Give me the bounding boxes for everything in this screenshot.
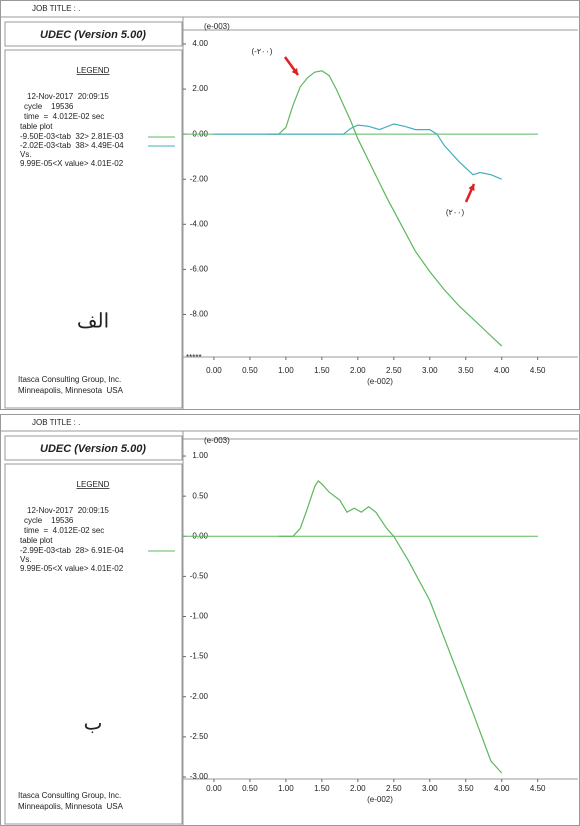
vs: Vs.: [20, 555, 32, 564]
legend-title: LEGEND: [77, 480, 110, 489]
legend-entry: -9.50E-03<tab 32> 2.81E-03: [20, 132, 124, 141]
y-tick-label: 2.00: [192, 84, 208, 93]
x-tick-label: 4.00: [494, 784, 510, 793]
time: time = 4.012E-02 sec: [24, 526, 104, 535]
cycle: cycle 19536: [24, 516, 74, 525]
panel-label: ب: [84, 712, 103, 734]
x-tick-label: 4.50: [530, 366, 546, 375]
y-tick-label: -2.50: [190, 732, 209, 741]
x-tick-label: 4.50: [530, 784, 546, 793]
x-value: 9.99E-05<X value> 4.01E-02: [20, 159, 124, 168]
job-title: JOB TITLE : .: [32, 4, 80, 13]
footer: Minneapolis, Minnesota USA: [18, 802, 124, 811]
series-line: [213, 123, 502, 180]
legend-title: LEGEND: [77, 66, 110, 75]
panel-frame: [0, 414, 580, 826]
cycle: cycle 19536: [24, 102, 74, 111]
legend-box: [4, 49, 183, 409]
annotation-arrowhead: [291, 68, 298, 75]
header-box: [4, 435, 183, 461]
x-tick-label: 3.50: [458, 784, 474, 793]
job-title: JOB TITLE : .: [32, 418, 80, 427]
y-tick-label: 0.50: [192, 491, 208, 500]
footer: Itasca Consulting Group, Inc.: [18, 791, 121, 800]
footer: Itasca Consulting Group, Inc.: [18, 375, 121, 384]
x-tick-label: 1.00: [278, 784, 294, 793]
x-tick-label: 2.50: [386, 366, 402, 375]
header: UDEC (Version 5.00): [40, 29, 146, 41]
legend-entry: -2.02E-03<tab 38> 4.49E-04: [20, 141, 124, 150]
y-tick-label: -3.00: [190, 772, 209, 781]
x-tick-label: 0.00: [206, 784, 222, 793]
y-tick-label: -0.50: [190, 572, 209, 581]
panel-label: الف: [77, 310, 109, 332]
series-line: [267, 70, 503, 347]
footer: Minneapolis, Minnesota USA: [18, 386, 124, 395]
x-tick-label: 2.00: [350, 784, 366, 793]
overflow-marker: *****: [186, 353, 202, 362]
table-plot: table plot: [20, 536, 53, 545]
x-tick-label: 3.50: [458, 366, 474, 375]
date: 12-Nov-2017 20:09:15: [27, 506, 109, 515]
y-tick-label: 1.00: [192, 451, 208, 460]
y-tick-label: -4.00: [190, 219, 209, 228]
x-tick-label: 0.00: [206, 366, 222, 375]
annotation-arrowhead: [468, 184, 475, 191]
x-tick-label: 1.00: [278, 366, 294, 375]
x-tick-label: 2.50: [386, 784, 402, 793]
x-tick-label: 0.50: [242, 366, 258, 375]
y-tick-label: 4.00: [192, 39, 208, 48]
header-box: [4, 21, 183, 47]
legend-box: [4, 463, 183, 825]
series-line: [278, 479, 503, 774]
x-tick-label: 3.00: [422, 366, 438, 375]
y-tick-label: -2.00: [190, 692, 209, 701]
y-tick-label: -2.00: [190, 174, 209, 183]
x-value: 9.99E-05<X value> 4.01E-02: [20, 564, 124, 573]
x-tick-label: 1.50: [314, 366, 330, 375]
y-unit: (e-003): [204, 22, 230, 31]
x-tick-label: 2.00: [350, 366, 366, 375]
x-tick-label: 0.50: [242, 784, 258, 793]
x-tick-label: 1.50: [314, 784, 330, 793]
x-unit: (e-002): [367, 795, 393, 804]
table-plot: table plot: [20, 122, 53, 131]
x-tick-label: 4.00: [494, 366, 510, 375]
x-tick-label: 3.00: [422, 784, 438, 793]
date: 12-Nov-2017 20:09:15: [27, 92, 109, 101]
header: UDEC (Version 5.00): [40, 443, 146, 455]
legend-entry: -2.99E-03<tab 28> 6.91E-04: [20, 546, 124, 555]
vs: Vs.: [20, 150, 32, 159]
y-tick-label: -6.00: [190, 264, 209, 273]
y-tick-label: -8.00: [190, 310, 209, 319]
x-unit: (e-002): [367, 377, 393, 386]
y-tick-label: -1.00: [190, 612, 209, 621]
annotation: (-۲۰۰): [252, 47, 273, 56]
annotation: (۲۰۰): [446, 208, 465, 217]
y-unit: (e-003): [204, 436, 230, 445]
y-tick-label: -1.50: [190, 652, 209, 661]
time: time = 4.012E-02 sec: [24, 112, 104, 121]
